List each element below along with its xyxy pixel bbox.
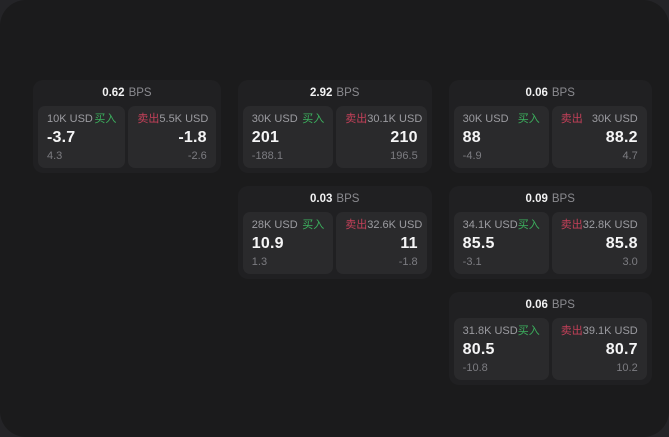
buy-panel[interactable]: 30K USD 买入 88 -4.9 [453, 106, 549, 168]
quote-card: 0.09 BPS 34.1K USD 买入 85.5 -3.1 卖出 32.8K… [448, 186, 652, 279]
quote-panels: 30K USD 买入 88 -4.9 卖出 30K USD 88.2 4.7 [453, 106, 647, 168]
sell-price: 85.8 [605, 235, 638, 252]
quote-card: 0.06 BPS 30K USD 买入 88 -4.9 卖出 30K USD [448, 80, 652, 173]
buy-price: 88 [462, 129, 481, 146]
spread-unit: BPS [336, 87, 360, 99]
sell-delta: -2.6 [187, 150, 207, 162]
card-header: 0.06 BPS [454, 292, 647, 318]
spread-unit: BPS [551, 299, 575, 311]
buy-size: 30K USD [251, 113, 298, 125]
card-header: 0.06 BPS [454, 80, 647, 106]
sell-delta: 10.2 [616, 362, 638, 374]
card-header: 0.62 BPS [38, 80, 216, 106]
sell-size: 39.1K USD [582, 325, 638, 337]
sell-panel[interactable]: 卖出 32.8K USD 85.8 3.0 [551, 212, 647, 274]
buy-price: 85.5 [462, 235, 495, 252]
quote-card: 0.03 BPS 28K USD 买入 10.9 1.3 卖出 32.6K US… [237, 186, 432, 279]
quote-card: 2.92 BPS 30K USD 买入 201 -188.1 卖出 30.1K … [237, 80, 432, 173]
buy-delta: -10.8 [462, 362, 488, 374]
quote-panels: 30K USD 买入 201 -188.1 卖出 30.1K USD 210 1… [242, 106, 427, 168]
buy-price: 201 [251, 129, 280, 146]
buy-delta: -3.1 [462, 256, 482, 268]
buy-size: 34.1K USD [462, 219, 518, 231]
buy-panel[interactable]: 28K USD 买入 10.9 1.3 [242, 212, 334, 274]
sell-size: 32.8K USD [582, 219, 638, 231]
spread-unit: BPS [551, 193, 575, 205]
buy-side-label: 买入 [517, 113, 540, 125]
sell-panel[interactable]: 卖出 30.1K USD 210 196.5 [336, 106, 427, 168]
spread-value: 0.03 [310, 193, 333, 205]
sell-size: 32.6K USD [367, 219, 423, 231]
sell-side-label: 卖出 [560, 325, 583, 337]
buy-side-label: 买入 [517, 219, 540, 231]
buy-panel[interactable]: 30K USD 买入 201 -188.1 [242, 106, 334, 168]
buy-side-label: 买入 [302, 219, 325, 231]
buy-panel[interactable]: 31.8K USD 买入 80.5 -10.8 [453, 318, 549, 380]
sell-side-label: 卖出 [560, 113, 583, 125]
card-header: 0.03 BPS [243, 186, 427, 212]
spread-value: 2.92 [310, 87, 333, 99]
sell-size: 5.5K USD [159, 113, 209, 125]
spread-value: 0.06 [525, 87, 548, 99]
buy-side-label: 买入 [517, 325, 540, 337]
buy-price: 10.9 [251, 235, 284, 252]
buy-delta: 4.3 [47, 150, 63, 162]
sell-side-label: 卖出 [345, 113, 368, 125]
sell-price: 210 [390, 129, 418, 146]
spread-unit: BPS [551, 87, 575, 99]
buy-side-label: 买入 [94, 113, 117, 125]
spread-value: 0.06 [525, 299, 548, 311]
sell-delta: -1.8 [398, 256, 418, 268]
sell-price: -1.8 [178, 129, 207, 146]
buy-size: 10K USD [47, 113, 93, 125]
sell-delta: 196.5 [390, 150, 418, 162]
buy-delta: -188.1 [251, 150, 283, 162]
sell-price: 80.7 [605, 341, 638, 358]
buy-price: -3.7 [47, 129, 76, 146]
quote-panels: 31.8K USD 买入 80.5 -10.8 卖出 39.1K USD 80.… [453, 318, 647, 380]
buy-size: 31.8K USD [462, 325, 518, 337]
quote-grid: 0.62 BPS 10K USD 买入 -3.7 4.3 卖出 5.5K USD [33, 80, 652, 385]
sell-delta: 3.0 [622, 256, 638, 268]
buy-panel[interactable]: 10K USD 买入 -3.7 4.3 [38, 106, 126, 168]
sell-size: 30.1K USD [367, 113, 423, 125]
buy-delta: -4.9 [462, 150, 482, 162]
sell-price: 88.2 [605, 129, 638, 146]
sell-panel[interactable]: 卖出 39.1K USD 80.7 10.2 [551, 318, 647, 380]
buy-size: 28K USD [251, 219, 298, 231]
sell-delta: 4.7 [622, 150, 638, 162]
sell-panel[interactable]: 卖出 5.5K USD -1.8 -2.6 [128, 106, 216, 168]
quote-card: 0.62 BPS 10K USD 买入 -3.7 4.3 卖出 5.5K USD [33, 80, 221, 173]
buy-panel[interactable]: 34.1K USD 买入 85.5 -3.1 [453, 212, 549, 274]
card-header: 0.09 BPS [454, 186, 647, 212]
buy-price: 80.5 [462, 341, 495, 358]
sell-side-label: 卖出 [345, 219, 368, 231]
sell-price: 11 [400, 235, 418, 252]
sell-panel[interactable]: 卖出 32.6K USD 11 -1.8 [336, 212, 427, 274]
quote-card: 0.06 BPS 31.8K USD 买入 80.5 -10.8 卖出 39.1… [448, 292, 652, 385]
quote-panels: 10K USD 买入 -3.7 4.3 卖出 5.5K USD -1.8 -2.… [38, 106, 216, 168]
sell-side-label: 卖出 [560, 219, 583, 231]
buy-size: 30K USD [462, 113, 509, 125]
spread-value: 0.09 [525, 193, 548, 205]
spread-value: 0.62 [102, 87, 125, 99]
sell-panel[interactable]: 卖出 30K USD 88.2 4.7 [551, 106, 647, 168]
quote-panels: 34.1K USD 买入 85.5 -3.1 卖出 32.8K USD 85.8… [453, 212, 647, 274]
sell-size: 30K USD [591, 113, 638, 125]
sell-side-label: 卖出 [137, 113, 160, 125]
quote-panels: 28K USD 买入 10.9 1.3 卖出 32.6K USD 11 -1.8 [242, 212, 427, 274]
card-header: 2.92 BPS [243, 80, 427, 106]
spread-unit: BPS [128, 87, 152, 99]
buy-delta: 1.3 [251, 256, 268, 268]
spread-unit: BPS [336, 193, 360, 205]
buy-side-label: 买入 [302, 113, 325, 125]
